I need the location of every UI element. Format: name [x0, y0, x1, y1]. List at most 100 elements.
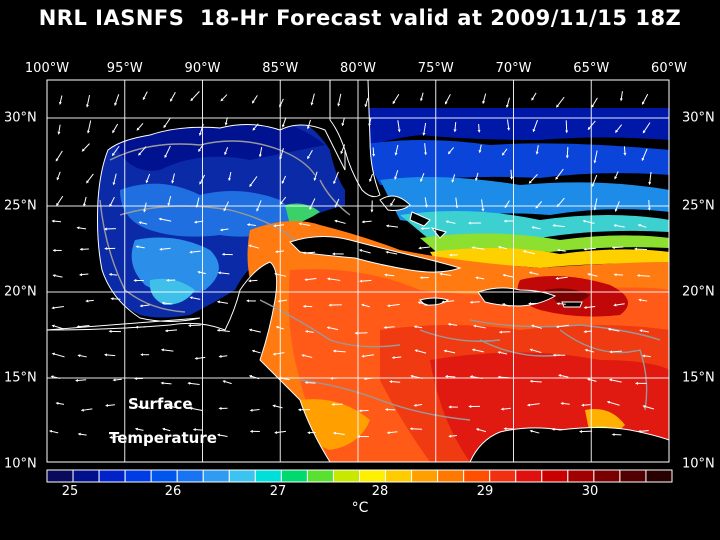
wind-vector-arrow [556, 302, 566, 306]
wind-vector-arrow [194, 356, 206, 360]
wind-vector-arrow [142, 91, 148, 101]
wind-vector-arrow [309, 198, 316, 211]
wind-vector-arrow [609, 350, 622, 354]
wind-vector-arrow [248, 374, 260, 380]
wind-vector-arrow [502, 273, 513, 278]
wind-vector-arrow [614, 201, 620, 212]
wind-vector-arrow [251, 95, 258, 104]
wind-vector-arrow [414, 349, 427, 354]
wind-vector-arrow [552, 224, 565, 228]
wind-vector-arrow [277, 299, 288, 303]
wind-vector-arrow [224, 117, 228, 126]
wind-vector-arrow [198, 123, 204, 137]
jamaica [419, 297, 450, 306]
colorbar-tick-label: 27 [269, 484, 287, 499]
latitude-label-left: 15°N [4, 370, 37, 386]
wind-vector-arrow [394, 170, 399, 180]
wind-vector-arrow [443, 349, 456, 354]
wind-vector-arrow [87, 120, 92, 134]
wind-vector-arrow [189, 296, 201, 300]
wind-vector-arrow [444, 375, 456, 379]
wind-vector-arrow [613, 224, 625, 228]
wind-vector-arrow [56, 195, 64, 207]
overlay-label-surface: Surface [128, 395, 193, 413]
wind-vector-arrow [218, 354, 228, 358]
wind-vector-arrow [189, 250, 201, 254]
wind-vector-arrow [506, 119, 511, 131]
wind-vector-arrow [164, 403, 176, 409]
wind-vector-arrow [613, 303, 625, 307]
colorbar-swatch [463, 469, 491, 483]
wind-vector-arrow [75, 378, 87, 382]
wind-vector-arrow [354, 331, 368, 335]
wind-vector-arrow [109, 196, 115, 208]
south-america [469, 427, 670, 463]
wind-vector-arrow [279, 196, 287, 205]
colorbar-swatch [98, 469, 126, 483]
wind-vector-arrow [385, 224, 399, 228]
wind-vector-arrow [334, 219, 346, 224]
colorbar-swatch [150, 469, 178, 483]
wind-vector-arrow [136, 123, 144, 131]
wind-vector-arrow [500, 407, 511, 411]
colorbar-swatch [411, 469, 439, 483]
wind-vector-arrow [619, 91, 623, 102]
wind-vector-arrow [647, 200, 651, 211]
wind-vector-arrow [529, 429, 540, 434]
wind-vector-arrow [164, 329, 178, 333]
longitude-label: 60°W [651, 61, 687, 76]
wind-vector-arrow [161, 301, 173, 305]
wind-vector-arrow [192, 428, 203, 432]
wind-vector-arrow [249, 408, 260, 412]
wind-vector-arrow [556, 96, 565, 108]
wind-vector-arrow [170, 92, 176, 102]
wind-vector-arrow [555, 168, 564, 180]
colorbar-tick-label: 29 [476, 484, 494, 499]
colorbar-swatch [567, 469, 595, 483]
wind-vector-arrow [532, 119, 538, 133]
colorbar-swatch [541, 469, 569, 483]
wind-vector-arrow [555, 324, 569, 329]
wind-vector-arrow [409, 427, 423, 431]
wind-vector-arrow [358, 249, 371, 254]
wind-vector-arrow [164, 145, 171, 159]
wind-vector-arrow [445, 220, 456, 224]
wind-vector-arrow [424, 197, 428, 208]
wind-vector-arrow [391, 356, 402, 360]
wind-vector-arrow [216, 328, 230, 333]
wind-vector-arrow [329, 376, 339, 380]
bathymetry-contours [99, 140, 661, 421]
wind-vector-arrow [455, 197, 459, 209]
wind-vector-arrow [82, 196, 87, 207]
temperature-colorbar [46, 469, 673, 483]
wind-vector-arrow [593, 198, 598, 211]
wind-vector-arrow [497, 351, 508, 355]
wind-vector-arrow [85, 299, 94, 303]
wind-vector-arrow [478, 144, 482, 154]
wind-vector-arrow [274, 250, 285, 254]
mexico-central-america [46, 261, 331, 463]
longitude-label: 75°W [417, 61, 454, 76]
longitude-label: 85°W [262, 61, 299, 76]
wind-vector-arrow [313, 171, 318, 182]
latitude-label-right: 30°N [682, 110, 715, 126]
wind-vector-arrow [385, 250, 398, 255]
puerto-rico [561, 301, 583, 308]
wind-vector-arrow [158, 217, 172, 222]
wind-vector-arrow [103, 353, 116, 357]
longitude-label: 70°W [495, 61, 532, 76]
wind-vector-arrow [171, 173, 175, 184]
wind-vector-arrow [383, 325, 395, 329]
wind-vector-arrow [56, 171, 61, 181]
wind-vector-arrow [199, 174, 206, 185]
wind-vector-arrow [593, 150, 598, 164]
wind-vector-arrow [258, 147, 263, 158]
wind-vector-arrow [216, 433, 228, 437]
wind-vector-arrow [420, 172, 425, 183]
wind-vector-arrow [86, 94, 91, 108]
wind-vector-arrow [304, 381, 316, 385]
forecast-title: NRL IASNFS 18-Hr Forecast valid at 2009/… [38, 6, 682, 30]
wind-vector-arrow [529, 348, 542, 354]
wind-vector-arrow [77, 354, 87, 358]
